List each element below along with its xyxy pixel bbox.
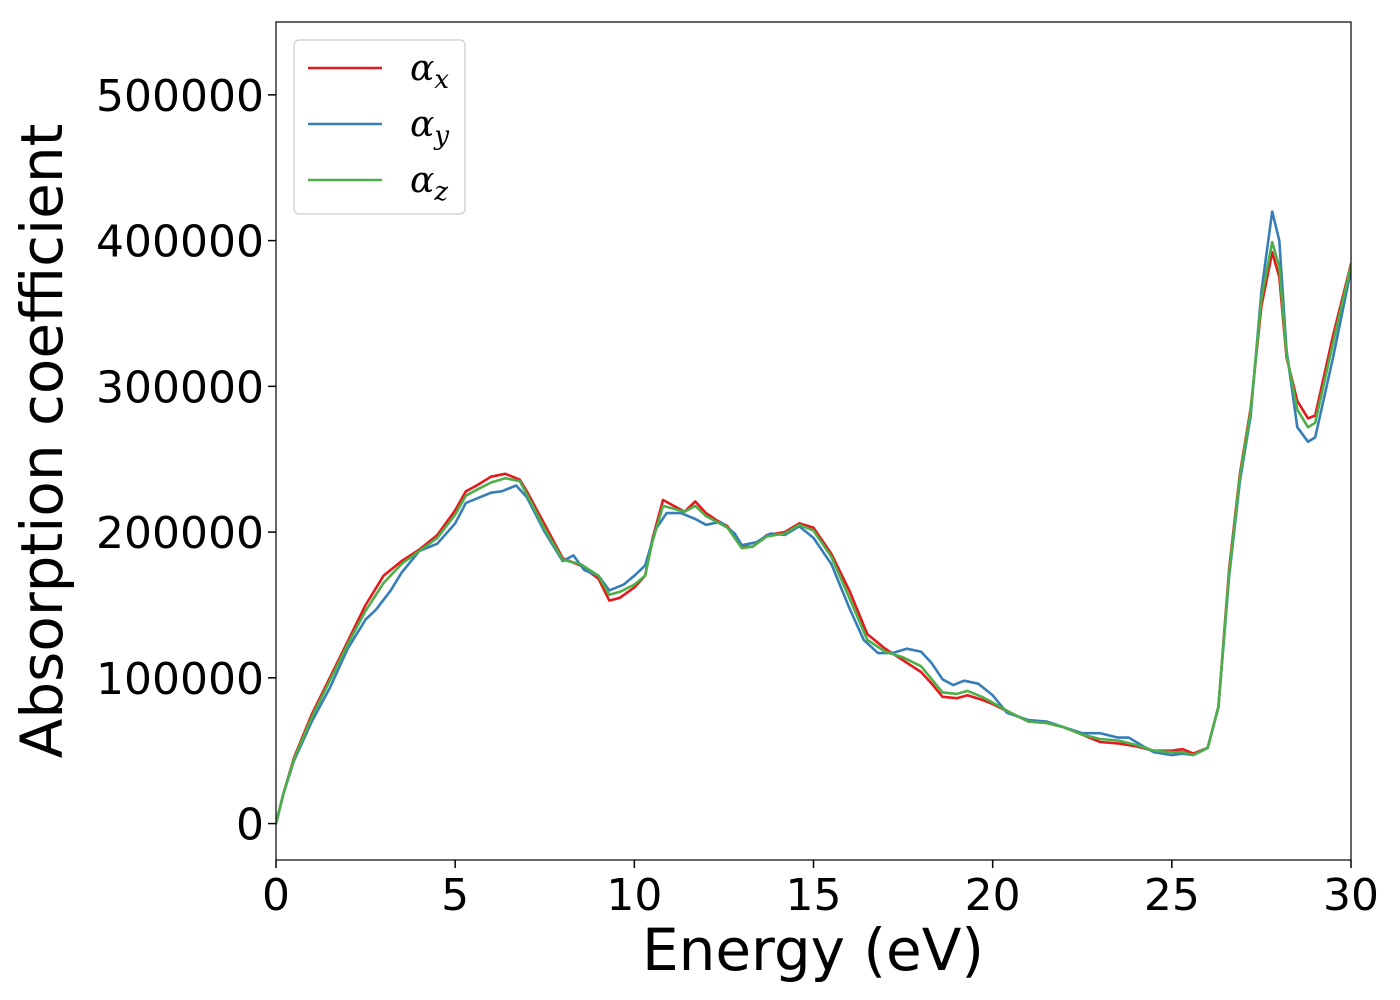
- y-tick-label: 200000: [96, 508, 264, 559]
- legend-subscript: y: [433, 121, 449, 151]
- y-axis-ticks: 0 100000 200000 300000 400000 500000: [96, 71, 276, 851]
- series-line-z: [276, 240, 1351, 825]
- x-axis-ticks: 0 5 10 15 20 25 30: [262, 860, 1379, 921]
- legend-box: [293, 39, 466, 215]
- x-tick-label: 0: [262, 870, 290, 921]
- legend-symbol: α: [410, 160, 434, 201]
- legend-symbol: α: [410, 104, 434, 145]
- series-layer: [276, 210, 1351, 825]
- y-tick-label: 100000: [96, 654, 264, 705]
- legend-label-y: αy: [410, 104, 449, 151]
- legend-subscript: z: [433, 177, 448, 207]
- x-tick-label: 30: [1323, 870, 1379, 921]
- x-tick-label: 15: [786, 870, 842, 921]
- y-tick-label: 500000: [96, 71, 264, 122]
- x-tick-label: 25: [1144, 870, 1200, 921]
- y-tick-label: 400000: [96, 217, 264, 268]
- legend-label-z: αz: [410, 160, 448, 207]
- y-tick-label: 300000: [96, 362, 264, 413]
- x-tick-label: 20: [965, 870, 1021, 921]
- y-axis-title: Absorption coefficient: [8, 124, 76, 759]
- x-tick-label: 5: [441, 870, 469, 921]
- y-tick-label: 0: [236, 800, 264, 851]
- x-axis-title: Energy (eV): [642, 916, 984, 984]
- x-tick-label: 10: [606, 870, 662, 921]
- legend-symbol: α: [410, 48, 434, 89]
- legend-label-x: αx: [410, 48, 449, 95]
- legend-subscript: x: [434, 65, 449, 95]
